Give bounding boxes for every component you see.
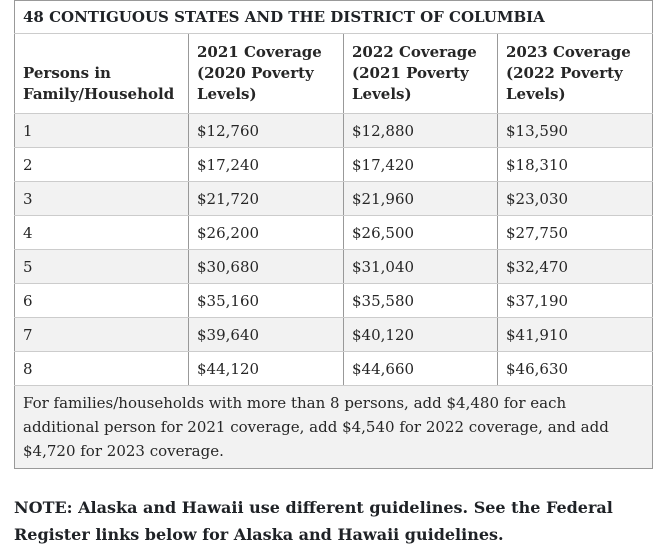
amount-cell-2021: $21,720 bbox=[188, 181, 344, 216]
table-row-persons-8: 8 $44,120 $44,660 $46,630 bbox=[14, 351, 653, 386]
amount-cell-2022: $21,960 bbox=[343, 181, 498, 216]
amount-cell-2021: $30,680 bbox=[188, 249, 344, 284]
table-row-persons-1: 1 $12,760 $12,880 $13,590 bbox=[14, 113, 653, 148]
amount-cell-2022: $12,880 bbox=[343, 113, 498, 148]
persons-cell: 7 bbox=[14, 317, 189, 352]
column-header-2021-coverage: 2021 Coverage (2020 Poverty Levels) bbox=[188, 33, 344, 114]
amount-cell-2023: $37,190 bbox=[497, 283, 653, 318]
amount-cell-2022: $44,660 bbox=[343, 351, 498, 386]
amount-cell-2023: $27,750 bbox=[497, 215, 653, 250]
amount-cell-2023: $18,310 bbox=[497, 147, 653, 182]
table-row-persons-2: 2 $17,240 $17,420 $18,310 bbox=[14, 147, 653, 182]
amount-cell-2023: $23,030 bbox=[497, 181, 653, 216]
amount-cell-2023: $46,630 bbox=[497, 351, 653, 386]
amount-cell-2021: $17,240 bbox=[188, 147, 344, 182]
amount-cell-2021: $12,760 bbox=[188, 113, 344, 148]
amount-cell-2022: $26,500 bbox=[343, 215, 498, 250]
persons-cell: 1 bbox=[14, 113, 189, 148]
poverty-levels-table: 48 CONTIGUOUS STATES AND THE DISTRICT OF… bbox=[14, 0, 653, 469]
table-title: 48 CONTIGUOUS STATES AND THE DISTRICT OF… bbox=[14, 0, 653, 34]
amount-cell-2022: $17,420 bbox=[343, 147, 498, 182]
persons-cell: 2 bbox=[14, 147, 189, 182]
persons-cell: 3 bbox=[14, 181, 189, 216]
table-row-persons-7: 7 $39,640 $40,120 $41,910 bbox=[14, 317, 653, 352]
persons-cell: 8 bbox=[14, 351, 189, 386]
amount-cell-2022: $35,580 bbox=[343, 283, 498, 318]
column-header-2023-coverage: 2023 Coverage (2022 Poverty Levels) bbox=[497, 33, 653, 114]
persons-cell: 6 bbox=[14, 283, 189, 318]
amount-cell-2022: $31,040 bbox=[343, 249, 498, 284]
table-row-persons-3: 3 $21,720 $21,960 $23,030 bbox=[14, 181, 653, 216]
amount-cell-2021: $39,640 bbox=[188, 317, 344, 352]
alaska-hawaii-note: NOTE: Alaska and Hawaii use different gu… bbox=[14, 498, 613, 544]
amount-cell-2023: $32,470 bbox=[497, 249, 653, 284]
column-header-persons: Persons in Family/Household bbox=[14, 33, 189, 114]
table-footnote-row: For families/households with more than 8… bbox=[14, 385, 653, 469]
amount-cell-2022: $40,120 bbox=[343, 317, 498, 352]
table-title-row: 48 CONTIGUOUS STATES AND THE DISTRICT OF… bbox=[14, 0, 653, 34]
column-header-2022-coverage: 2022 Coverage (2021 Poverty Levels) bbox=[343, 33, 498, 114]
persons-cell: 5 bbox=[14, 249, 189, 284]
table-row-persons-6: 6 $35,160 $35,580 $37,190 bbox=[14, 283, 653, 318]
amount-cell-2021: $26,200 bbox=[188, 215, 344, 250]
amount-cell-2023: $13,590 bbox=[497, 113, 653, 148]
table-header-row: Persons in Family/Household 2021 Coverag… bbox=[14, 33, 653, 114]
amount-cell-2021: $44,120 bbox=[188, 351, 344, 386]
persons-cell: 4 bbox=[14, 215, 189, 250]
table-row-persons-5: 5 $30,680 $31,040 $32,470 bbox=[14, 249, 653, 284]
table-row-persons-4: 4 $26,200 $26,500 $27,750 bbox=[14, 215, 653, 250]
amount-cell-2023: $41,910 bbox=[497, 317, 653, 352]
table-footnote: For families/households with more than 8… bbox=[14, 385, 653, 469]
amount-cell-2021: $35,160 bbox=[188, 283, 344, 318]
